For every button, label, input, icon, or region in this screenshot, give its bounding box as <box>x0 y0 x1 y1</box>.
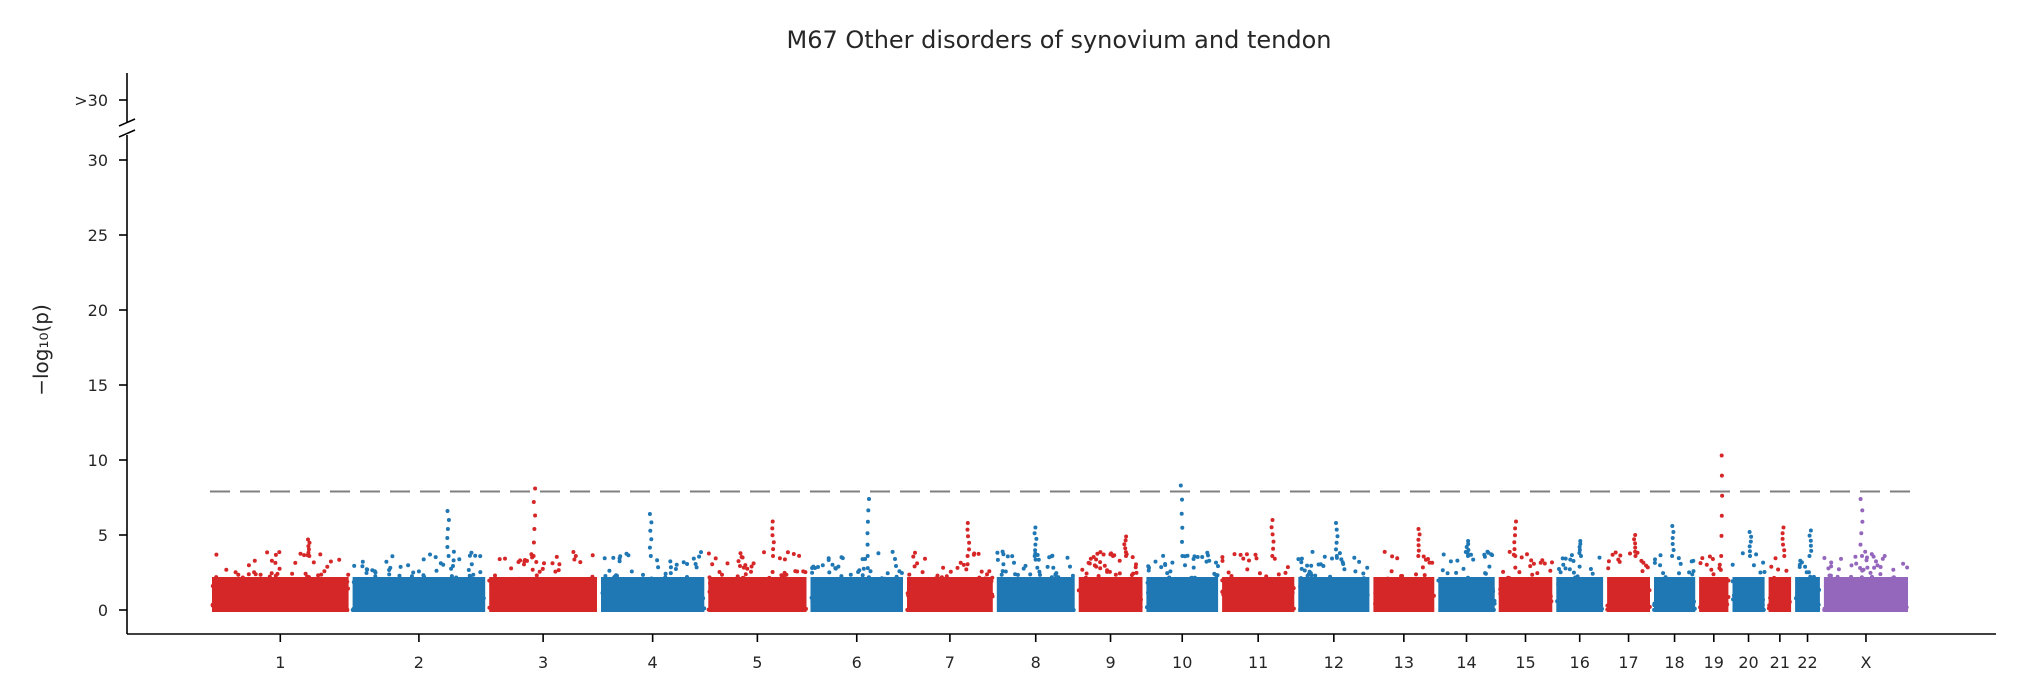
x-tick-label-10: 10 <box>1172 653 1192 672</box>
chromosome-8-points <box>995 525 1076 612</box>
y-tick-label-5: 5 <box>98 526 108 545</box>
chromosome-15-points <box>1498 519 1554 612</box>
x-tick-label-19: 19 <box>1704 653 1724 672</box>
chromosome-12-points <box>1296 521 1370 612</box>
data-points <box>210 453 1910 612</box>
chromosome-9-points <box>1076 534 1143 612</box>
chromosome-16-points <box>1555 539 1604 612</box>
axis-break-mark-bottom <box>118 129 136 138</box>
x-tick-label-2: 2 <box>414 653 424 672</box>
chromosome-13-points <box>1373 527 1436 612</box>
x-tick-label-X: X <box>1860 653 1871 672</box>
x-tick-label-7: 7 <box>945 653 955 672</box>
x-tick-label-21: 21 <box>1770 653 1790 672</box>
y-tick-label-20: 20 <box>88 301 108 320</box>
x-tick-label-15: 15 <box>1515 653 1535 672</box>
x-tick-label-6: 6 <box>852 653 862 672</box>
y-axis-label: −log₁₀(p) <box>29 304 53 396</box>
x-tick-label-17: 17 <box>1618 653 1638 672</box>
y-tick-label-0: 0 <box>98 601 108 620</box>
chromosome-17-points <box>1605 533 1652 612</box>
x-ticks: 1 2 3 4 5 6 7 8 9 10 11 12 13 14 15 16 17 18 19 20 21 22 X <box>275 634 1871 672</box>
chromosome-2-points <box>350 509 486 612</box>
chromosome-X-points <box>1822 497 1910 612</box>
y-tick-label-25: 25 <box>88 226 108 245</box>
y-ticks: 0 5 10 15 20 25 30 <box>88 151 127 620</box>
chromosome-7-points <box>905 521 995 612</box>
x-tick-label-11: 11 <box>1248 653 1268 672</box>
x-tick-label-8: 8 <box>1031 653 1041 672</box>
axis-break-mark-top <box>118 118 136 127</box>
chromosome-21-points <box>1766 525 1792 612</box>
x-tick-label-5: 5 <box>752 653 762 672</box>
chromosome-19-points <box>1698 453 1731 612</box>
x-tick-label-16: 16 <box>1570 653 1590 672</box>
x-tick-label-22: 22 <box>1797 653 1817 672</box>
y-break-label: >30 <box>74 91 108 110</box>
x-tick-label-18: 18 <box>1664 653 1684 672</box>
x-tick-label-13: 13 <box>1394 653 1414 672</box>
y-tick-label-10: 10 <box>88 451 108 470</box>
chromosome-1-points <box>210 537 351 612</box>
chromosome-11-points <box>1220 518 1296 612</box>
chart-title: M67 Other disorders of synovium and tend… <box>787 26 1332 54</box>
x-tick-label-9: 9 <box>1105 653 1115 672</box>
x-tick-label-1: 1 <box>275 653 285 672</box>
chromosome-20-points <box>1730 530 1767 612</box>
x-tick-label-14: 14 <box>1456 653 1476 672</box>
chromosome-3-points <box>487 486 597 612</box>
chromosome-22-points <box>1794 528 1822 612</box>
chromosome-18-points <box>1652 524 1697 612</box>
x-tick-label-3: 3 <box>538 653 548 672</box>
chromosome-4-points <box>600 512 707 612</box>
chromosome-14-points <box>1436 539 1497 612</box>
chromosome-10-points <box>1144 483 1220 612</box>
chromosome-5-points <box>706 519 808 612</box>
x-tick-label-12: 12 <box>1324 653 1344 672</box>
x-tick-label-4: 4 <box>648 653 658 672</box>
y-tick-label-30: 30 <box>88 151 108 170</box>
x-tick-label-20: 20 <box>1738 653 1758 672</box>
chromosome-6-points <box>809 497 904 612</box>
y-tick-label-15: 15 <box>88 376 108 395</box>
